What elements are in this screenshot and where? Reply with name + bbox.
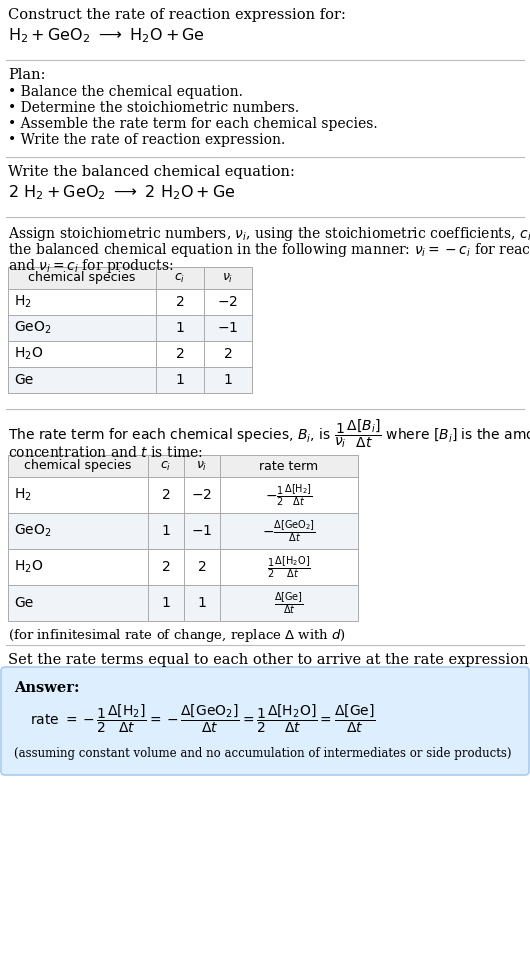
Text: The rate term for each chemical species, $B_i$, is $\dfrac{1}{\nu_i}\dfrac{\Delt: The rate term for each chemical species,… bbox=[8, 417, 530, 450]
Bar bbox=[8, 513, 148, 549]
Bar bbox=[204, 315, 252, 341]
Text: $c_i$: $c_i$ bbox=[161, 460, 172, 472]
Bar bbox=[184, 477, 220, 513]
Text: concentration and $t$ is time:: concentration and $t$ is time: bbox=[8, 445, 203, 460]
Text: $-\frac{1}{2}\frac{\Delta[\mathrm{H_2}]}{\Delta t}$: $-\frac{1}{2}\frac{\Delta[\mathrm{H_2}]}… bbox=[265, 482, 313, 508]
Bar bbox=[204, 341, 252, 367]
Bar bbox=[156, 341, 204, 367]
Bar bbox=[156, 315, 204, 341]
Text: • Write the rate of reaction expression.: • Write the rate of reaction expression. bbox=[8, 133, 285, 147]
Text: Ge: Ge bbox=[14, 373, 33, 387]
Text: rate term: rate term bbox=[260, 460, 319, 472]
Text: • Assemble the rate term for each chemical species.: • Assemble the rate term for each chemic… bbox=[8, 117, 377, 131]
FancyBboxPatch shape bbox=[1, 667, 529, 775]
Text: and $\nu_i = c_i$ for products:: and $\nu_i = c_i$ for products: bbox=[8, 257, 173, 275]
Text: $\mathregular{2\ H_2 + GeO_2 \ \longrightarrow \ 2\ H_2O + Ge}$: $\mathregular{2\ H_2 + GeO_2 \ \longrigh… bbox=[8, 183, 236, 202]
Text: (for infinitesimal rate of change, replace $\Delta$ with $d$): (for infinitesimal rate of change, repla… bbox=[8, 627, 346, 644]
Text: $\nu_i$: $\nu_i$ bbox=[196, 460, 208, 472]
Text: Plan:: Plan: bbox=[8, 68, 46, 82]
Text: • Determine the stoichiometric numbers.: • Determine the stoichiometric numbers. bbox=[8, 101, 299, 115]
Bar bbox=[220, 549, 358, 585]
Bar bbox=[220, 513, 358, 549]
Bar bbox=[8, 585, 148, 621]
Bar bbox=[220, 477, 358, 513]
Text: Assign stoichiometric numbers, $\nu_i$, using the stoichiometric coefficients, $: Assign stoichiometric numbers, $\nu_i$, … bbox=[8, 225, 530, 243]
Text: 2: 2 bbox=[175, 295, 184, 309]
Text: Write the balanced chemical equation:: Write the balanced chemical equation: bbox=[8, 165, 295, 179]
Bar bbox=[8, 367, 156, 393]
Text: 1: 1 bbox=[198, 596, 207, 610]
Text: $c_i$: $c_i$ bbox=[174, 271, 186, 285]
Text: Ge: Ge bbox=[14, 596, 33, 610]
Bar bbox=[8, 549, 148, 585]
Text: 1: 1 bbox=[175, 373, 184, 387]
Bar bbox=[148, 549, 184, 585]
Text: $-1$: $-1$ bbox=[191, 524, 213, 538]
Text: chemical species: chemical species bbox=[24, 460, 131, 472]
Text: 2: 2 bbox=[162, 488, 170, 502]
Bar bbox=[156, 267, 204, 289]
Text: 1: 1 bbox=[175, 321, 184, 335]
Text: $\mathrm{H_2}$: $\mathrm{H_2}$ bbox=[14, 487, 32, 504]
Text: $\mathregular{H_2 + GeO_2 \ \longrightarrow \ H_2O + Ge}$: $\mathregular{H_2 + GeO_2 \ \longrightar… bbox=[8, 26, 205, 45]
Bar bbox=[8, 267, 156, 289]
Text: $\mathrm{H_2O}$: $\mathrm{H_2O}$ bbox=[14, 346, 43, 362]
Text: $-\frac{\Delta[\mathrm{GeO_2}]}{\Delta t}$: $-\frac{\Delta[\mathrm{GeO_2}]}{\Delta t… bbox=[262, 518, 316, 544]
Text: 2: 2 bbox=[224, 347, 232, 361]
Bar bbox=[8, 289, 156, 315]
Bar bbox=[156, 289, 204, 315]
Bar bbox=[184, 585, 220, 621]
Text: chemical species: chemical species bbox=[28, 271, 136, 284]
Text: Set the rate terms equal to each other to arrive at the rate expression:: Set the rate terms equal to each other t… bbox=[8, 653, 530, 667]
Bar bbox=[8, 341, 156, 367]
Text: $\mathrm{GeO_2}$: $\mathrm{GeO_2}$ bbox=[14, 320, 51, 336]
Text: • Balance the chemical equation.: • Balance the chemical equation. bbox=[8, 85, 243, 99]
Text: 2: 2 bbox=[198, 560, 206, 574]
Bar bbox=[148, 513, 184, 549]
Text: $-1$: $-1$ bbox=[217, 321, 238, 335]
Bar bbox=[204, 267, 252, 289]
Bar bbox=[220, 455, 358, 477]
Text: rate $= -\dfrac{1}{2}\dfrac{\Delta[\mathrm{H_2}]}{\Delta t} = -\dfrac{\Delta[\ma: rate $= -\dfrac{1}{2}\dfrac{\Delta[\math… bbox=[30, 703, 376, 735]
Bar bbox=[220, 585, 358, 621]
Bar bbox=[148, 477, 184, 513]
Text: $\frac{\Delta[\mathrm{Ge}]}{\Delta t}$: $\frac{\Delta[\mathrm{Ge}]}{\Delta t}$ bbox=[274, 590, 304, 616]
Bar bbox=[156, 367, 204, 393]
Bar bbox=[8, 315, 156, 341]
Text: $\mathrm{H_2O}$: $\mathrm{H_2O}$ bbox=[14, 559, 43, 575]
Text: 2: 2 bbox=[175, 347, 184, 361]
Text: $-2$: $-2$ bbox=[191, 488, 213, 502]
Text: (assuming constant volume and no accumulation of intermediates or side products): (assuming constant volume and no accumul… bbox=[14, 747, 511, 760]
Text: $\mathrm{H_2}$: $\mathrm{H_2}$ bbox=[14, 294, 32, 310]
Bar bbox=[8, 455, 148, 477]
Bar bbox=[184, 455, 220, 477]
Text: Construct the rate of reaction expression for:: Construct the rate of reaction expressio… bbox=[8, 8, 346, 22]
Text: Answer:: Answer: bbox=[14, 681, 80, 695]
Bar bbox=[184, 549, 220, 585]
Text: $\frac{1}{2}\frac{\Delta[\mathrm{H_2O}]}{\Delta t}$: $\frac{1}{2}\frac{\Delta[\mathrm{H_2O}]}… bbox=[267, 554, 311, 580]
Bar bbox=[148, 585, 184, 621]
Text: 1: 1 bbox=[224, 373, 233, 387]
Text: $\mathrm{GeO_2}$: $\mathrm{GeO_2}$ bbox=[14, 523, 51, 539]
Text: 2: 2 bbox=[162, 560, 170, 574]
Bar bbox=[184, 513, 220, 549]
Bar bbox=[204, 289, 252, 315]
Text: $-2$: $-2$ bbox=[217, 295, 238, 309]
Bar bbox=[148, 455, 184, 477]
Bar bbox=[8, 477, 148, 513]
Text: 1: 1 bbox=[162, 524, 171, 538]
Text: the balanced chemical equation in the following manner: $\nu_i = -c_i$ for react: the balanced chemical equation in the fo… bbox=[8, 241, 530, 259]
Text: $\nu_i$: $\nu_i$ bbox=[222, 271, 234, 285]
Text: 1: 1 bbox=[162, 596, 171, 610]
Bar bbox=[204, 367, 252, 393]
